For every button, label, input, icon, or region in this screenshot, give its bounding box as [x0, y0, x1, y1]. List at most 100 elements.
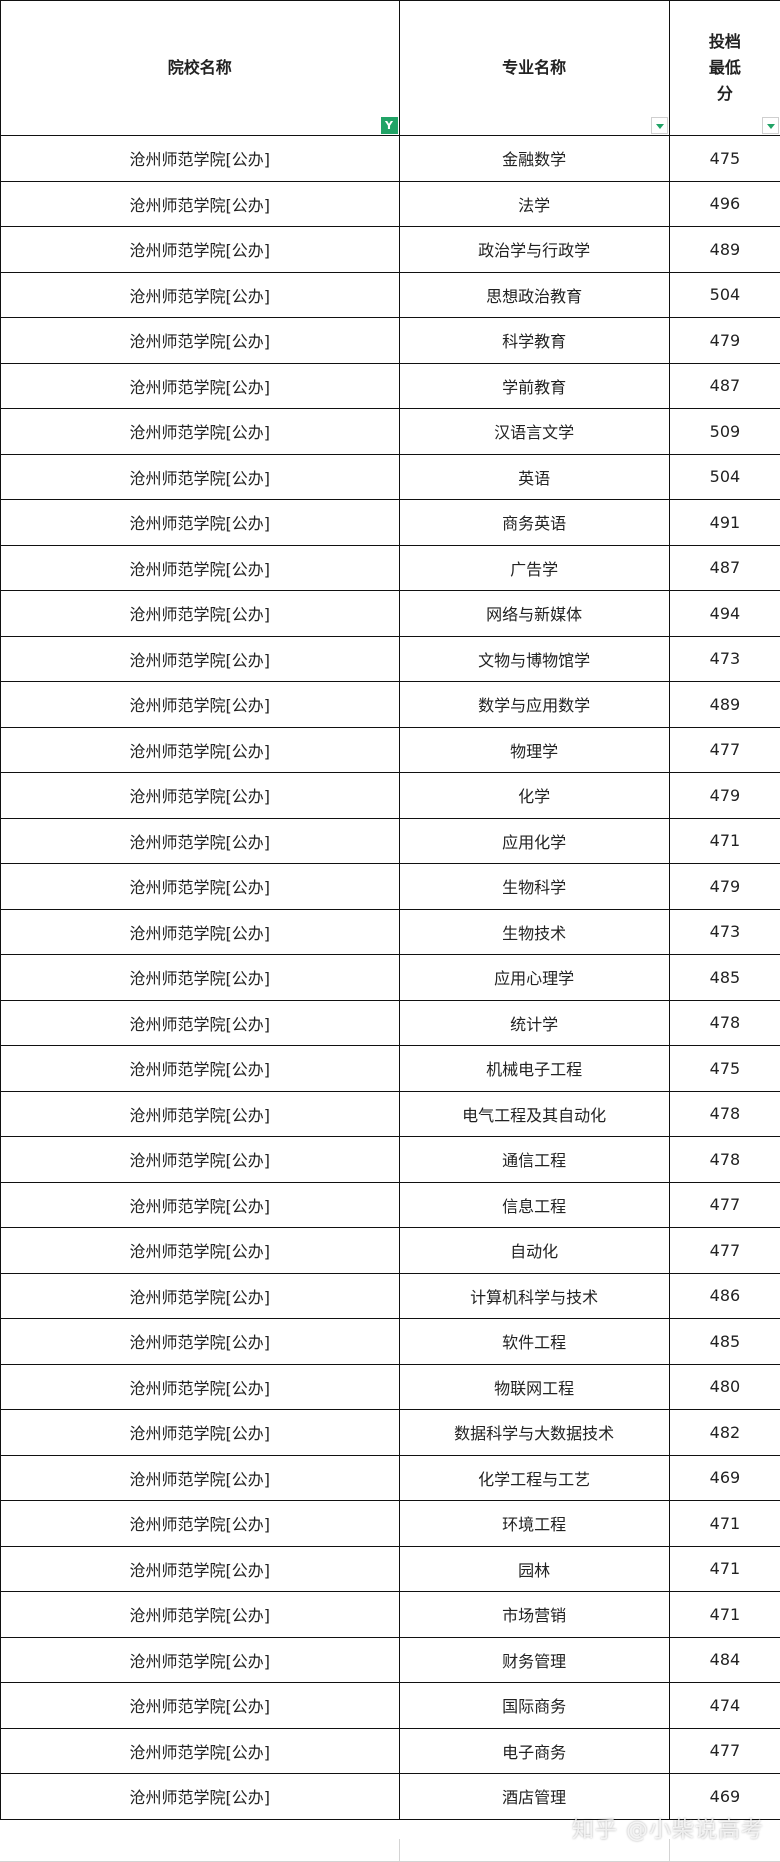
- major-cell[interactable]: 应用化学: [398, 817, 670, 864]
- major-cell[interactable]: 化学: [398, 772, 670, 819]
- score-cell[interactable]: 475: [668, 1045, 780, 1092]
- score-cell[interactable]: 486: [668, 1272, 780, 1319]
- score-cell[interactable]: 478: [668, 1136, 780, 1183]
- school-cell[interactable]: 沧州师范学院[公办]: [0, 1454, 400, 1501]
- school-cell[interactable]: 沧州师范学院[公办]: [0, 1181, 400, 1228]
- school-cell[interactable]: 沧州师范学院[公办]: [0, 817, 400, 864]
- major-cell[interactable]: 生物科学: [398, 863, 670, 910]
- school-cell[interactable]: 沧州师范学院[公办]: [0, 499, 400, 546]
- score-cell[interactable]: 471: [668, 1545, 780, 1592]
- school-cell[interactable]: 沧州师范学院[公办]: [0, 1545, 400, 1592]
- major-cell[interactable]: 物联网工程: [398, 1363, 670, 1410]
- score-cell[interactable]: 509: [668, 408, 780, 455]
- major-cell[interactable]: 学前教育: [398, 362, 670, 409]
- school-cell[interactable]: 沧州师范学院[公办]: [0, 772, 400, 819]
- major-cell[interactable]: 计算机科学与技术: [398, 1272, 670, 1319]
- major-cell[interactable]: 应用心理学: [398, 954, 670, 1001]
- score-cell[interactable]: 477: [668, 726, 780, 773]
- dropdown-arrow-icon[interactable]: [762, 117, 779, 134]
- school-cell[interactable]: 沧州师范学院[公办]: [0, 180, 400, 227]
- major-cell[interactable]: 自动化: [398, 1227, 670, 1274]
- school-cell[interactable]: 沧州师范学院[公办]: [0, 1090, 400, 1137]
- school-cell[interactable]: 沧州师范学院[公办]: [0, 362, 400, 409]
- score-cell[interactable]: 477: [668, 1727, 780, 1774]
- school-cell[interactable]: 沧州师范学院[公办]: [0, 453, 400, 500]
- major-cell[interactable]: 电气工程及其自动化: [398, 1090, 670, 1137]
- school-cell[interactable]: 沧州师范学院[公办]: [0, 1045, 400, 1092]
- school-cell[interactable]: 沧州师范学院[公办]: [0, 1773, 400, 1820]
- major-cell[interactable]: 生物技术: [398, 908, 670, 955]
- school-cell[interactable]: 沧州师范学院[公办]: [0, 408, 400, 455]
- major-cell[interactable]: 思想政治教育: [398, 271, 670, 318]
- major-cell[interactable]: 英语: [398, 453, 670, 500]
- score-cell[interactable]: 475: [668, 135, 780, 182]
- major-cell[interactable]: 环境工程: [398, 1500, 670, 1547]
- major-cell[interactable]: 酒店管理: [398, 1773, 670, 1820]
- score-cell[interactable]: 485: [668, 954, 780, 1001]
- school-cell[interactable]: 沧州师范学院[公办]: [0, 1136, 400, 1183]
- score-cell[interactable]: 471: [668, 1500, 780, 1547]
- score-cell[interactable]: 487: [668, 362, 780, 409]
- major-cell[interactable]: 信息工程: [398, 1181, 670, 1228]
- major-cell[interactable]: 电子商务: [398, 1727, 670, 1774]
- score-cell[interactable]: 471: [668, 817, 780, 864]
- filter-active-icon[interactable]: Y: [380, 117, 398, 134]
- major-cell[interactable]: 物理学: [398, 726, 670, 773]
- major-cell[interactable]: 市场营销: [398, 1591, 670, 1638]
- score-cell[interactable]: 480: [668, 1363, 780, 1410]
- score-cell[interactable]: 489: [668, 681, 780, 728]
- score-cell[interactable]: 487: [668, 544, 780, 591]
- school-cell[interactable]: 沧州师范学院[公办]: [0, 1318, 400, 1365]
- dropdown-arrow-icon[interactable]: [650, 117, 668, 134]
- school-cell[interactable]: 沧州师范学院[公办]: [0, 1682, 400, 1729]
- score-cell[interactable]: 479: [668, 772, 780, 819]
- school-cell[interactable]: 沧州师范学院[公办]: [0, 226, 400, 273]
- major-cell[interactable]: 文物与博物馆学: [398, 635, 670, 682]
- school-cell[interactable]: 沧州师范学院[公办]: [0, 544, 400, 591]
- school-cell[interactable]: 沧州师范学院[公办]: [0, 954, 400, 1001]
- major-cell[interactable]: 国际商务: [398, 1682, 670, 1729]
- school-cell[interactable]: 沧州师范学院[公办]: [0, 681, 400, 728]
- score-cell[interactable]: 479: [668, 317, 780, 364]
- school-cell[interactable]: 沧州师范学院[公办]: [0, 1591, 400, 1638]
- school-cell[interactable]: 沧州师范学院[公办]: [0, 635, 400, 682]
- school-cell[interactable]: 沧州师范学院[公办]: [0, 1636, 400, 1683]
- score-cell[interactable]: 494: [668, 590, 780, 637]
- major-cell[interactable]: 机械电子工程: [398, 1045, 670, 1092]
- school-cell[interactable]: 沧州师范学院[公办]: [0, 1363, 400, 1410]
- major-cell[interactable]: 化学工程与工艺: [398, 1454, 670, 1501]
- score-cell[interactable]: 477: [668, 1181, 780, 1228]
- school-cell[interactable]: 沧州师范学院[公办]: [0, 999, 400, 1046]
- score-cell[interactable]: 478: [668, 1090, 780, 1137]
- school-cell[interactable]: 沧州师范学院[公办]: [0, 317, 400, 364]
- major-cell[interactable]: 通信工程: [398, 1136, 670, 1183]
- school-cell[interactable]: 沧州师范学院[公办]: [0, 1409, 400, 1456]
- score-cell[interactable]: 504: [668, 453, 780, 500]
- school-cell[interactable]: 沧州师范学院[公办]: [0, 726, 400, 773]
- school-cell[interactable]: 沧州师范学院[公办]: [0, 1727, 400, 1774]
- school-cell[interactable]: 沧州师范学院[公办]: [0, 1227, 400, 1274]
- score-cell[interactable]: 504: [668, 271, 780, 318]
- school-cell[interactable]: 沧州师范学院[公办]: [0, 135, 400, 182]
- major-cell[interactable]: 商务英语: [398, 499, 670, 546]
- major-cell[interactable]: 软件工程: [398, 1318, 670, 1365]
- major-cell[interactable]: 法学: [398, 180, 670, 227]
- score-cell[interactable]: 482: [668, 1409, 780, 1456]
- major-cell[interactable]: 财务管理: [398, 1636, 670, 1683]
- major-cell[interactable]: 园林: [398, 1545, 670, 1592]
- score-cell[interactable]: 473: [668, 908, 780, 955]
- school-cell[interactable]: 沧州师范学院[公办]: [0, 863, 400, 910]
- score-cell[interactable]: 496: [668, 180, 780, 227]
- major-cell[interactable]: 网络与新媒体: [398, 590, 670, 637]
- school-cell[interactable]: 沧州师范学院[公办]: [0, 908, 400, 955]
- score-cell[interactable]: 479: [668, 863, 780, 910]
- score-cell[interactable]: 485: [668, 1318, 780, 1365]
- score-cell[interactable]: 489: [668, 226, 780, 273]
- major-cell[interactable]: 广告学: [398, 544, 670, 591]
- major-cell[interactable]: 汉语言文学: [398, 408, 670, 455]
- major-cell[interactable]: 科学教育: [398, 317, 670, 364]
- school-cell[interactable]: 沧州师范学院[公办]: [0, 1272, 400, 1319]
- major-cell[interactable]: 数学与应用数学: [398, 681, 670, 728]
- school-cell[interactable]: 沧州师范学院[公办]: [0, 590, 400, 637]
- major-cell[interactable]: 统计学: [398, 999, 670, 1046]
